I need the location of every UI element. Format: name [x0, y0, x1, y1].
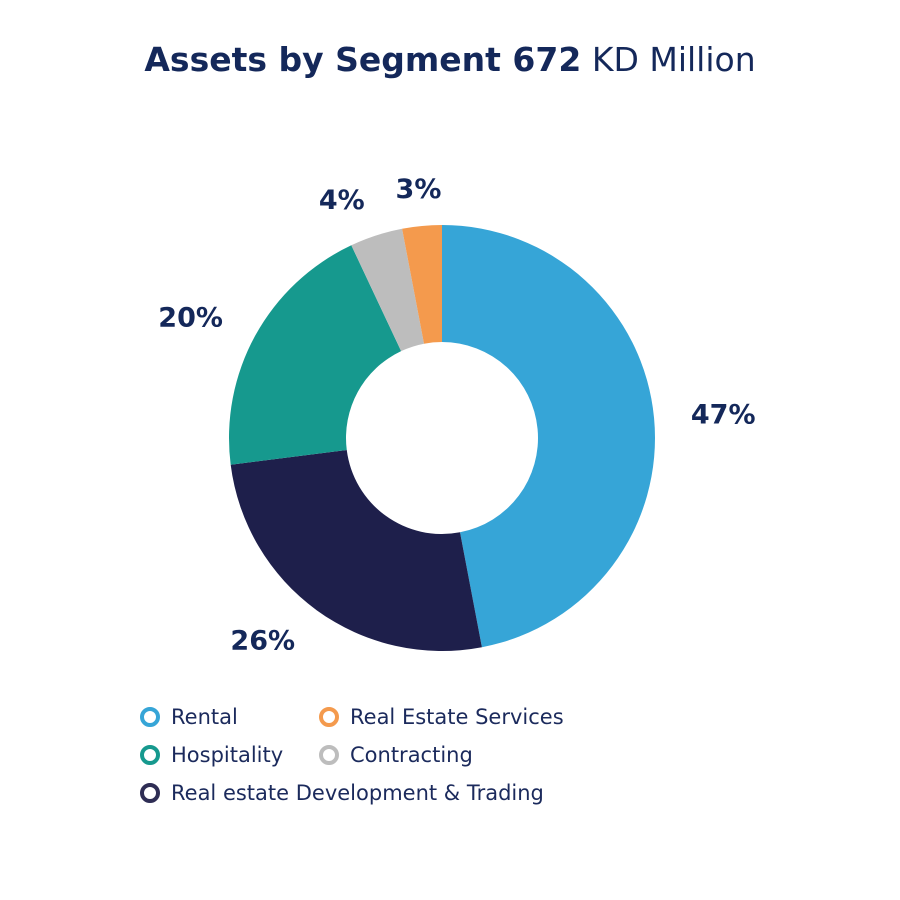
slice-hospitality	[229, 245, 402, 465]
legend-label-real-estate-development-trading: Real estate Development & Trading	[171, 781, 544, 805]
legend-item-rental: Rental	[140, 705, 238, 729]
legend-item-real-estate-development-trading: Real estate Development & Trading	[140, 781, 544, 805]
legend-marker-real-estate-services	[319, 707, 339, 727]
legend-marker-rental	[140, 707, 160, 727]
data-label-real-estate-development-trading: 26%	[230, 625, 295, 656]
data-label-contracting: 4%	[319, 185, 365, 216]
slice-rental	[442, 225, 655, 648]
legend-label-hospitality: Hospitality	[171, 743, 284, 767]
data-label-rental: 47%	[691, 399, 756, 430]
slice-real-estate-services	[402, 225, 442, 344]
legend-item-real-estate-services: Real Estate Services	[319, 705, 564, 729]
legend-label-contracting: Contracting	[350, 743, 473, 767]
data-label-hospitality: 20%	[158, 303, 223, 334]
chart-title: Assets by Segment 672 KD Million	[0, 40, 900, 79]
slice-contracting	[351, 228, 425, 352]
legend-item-contracting: Contracting	[319, 743, 473, 767]
legend-marker-contracting	[319, 745, 339, 765]
data-label-real-estate-services: 3%	[396, 174, 442, 205]
chart-title-unit: KD Million	[591, 40, 756, 79]
legend-marker-hospitality	[140, 745, 160, 765]
legend-marker-real-estate-development-trading	[140, 783, 160, 803]
legend-label-real-estate-services: Real Estate Services	[350, 705, 564, 729]
legend-item-hospitality: Hospitality	[140, 743, 283, 767]
legend-label-rental: Rental	[171, 705, 238, 729]
chart-title-main: Assets by Segment 672	[144, 40, 582, 79]
slice-real-estate-development-trading	[230, 450, 482, 652]
